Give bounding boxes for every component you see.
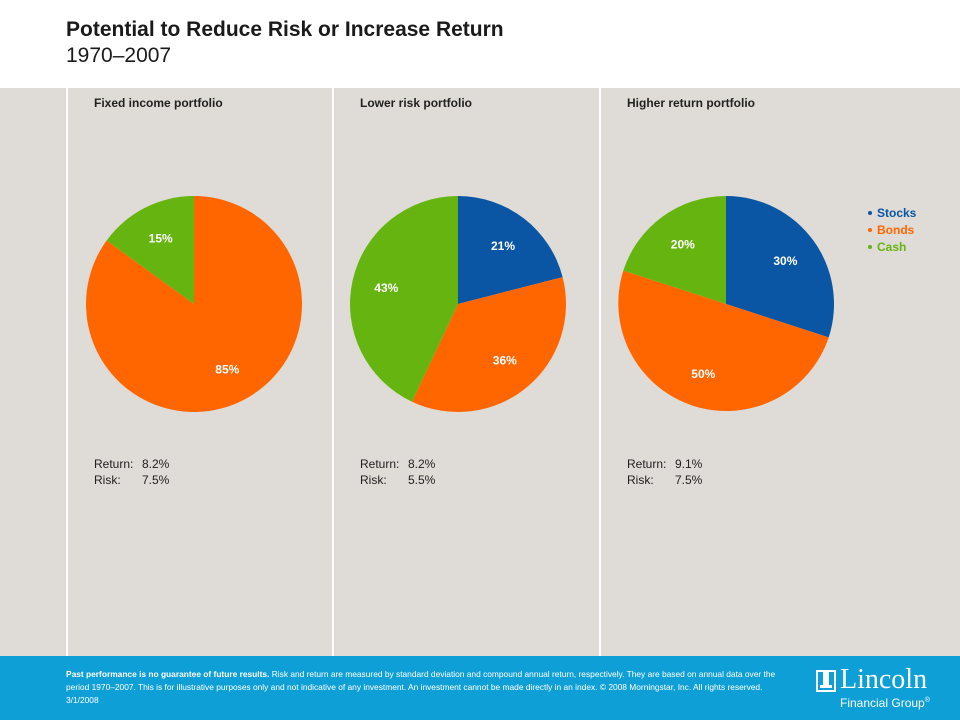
legend-dot-icon (868, 210, 872, 215)
risk-label: Risk: (627, 473, 654, 487)
risk-value: 5.5% (408, 473, 436, 487)
return-value: 9.1% (675, 457, 703, 471)
risk-value: 7.5% (675, 473, 703, 487)
pie-slice-label: 85% (215, 362, 239, 376)
return-label: Return: (360, 457, 400, 471)
legend-label: Bonds (877, 223, 915, 237)
legend-label: Cash (877, 240, 907, 254)
pie-slice-label: 50% (691, 367, 715, 381)
page-subtitle: 1970–2007 (66, 44, 172, 67)
return-value: 8.2% (408, 457, 436, 471)
pie-slice-label: 15% (149, 232, 173, 246)
logo-subtitle: Financial Group® (840, 696, 930, 710)
pie-chart-higher-return: 30% 50% 20% (618, 196, 834, 412)
logo-sub-text: Financial Group (840, 696, 925, 710)
pie-slice-label: 30% (773, 254, 797, 268)
legend: Stocks Bonds Cash (868, 206, 916, 257)
return-label: Return: (627, 457, 667, 471)
legend-item-cash: Cash (868, 240, 916, 257)
pie-slice-bonds (618, 270, 829, 412)
pie-slice-label: 20% (671, 238, 695, 252)
header: Potential to Reduce Risk or Increase Ret… (0, 0, 960, 88)
risk-value: 7.5% (142, 473, 170, 487)
pie-slice-cash (106, 196, 194, 304)
return-value: 8.2% (142, 457, 170, 471)
risk-label: Risk: (94, 473, 121, 487)
pie-slice-cash (623, 196, 726, 304)
panel-title-lower-risk: Lower risk portfolio (360, 96, 473, 110)
stats-fixed-income: Return: 8.2% Risk: 7.5% (94, 456, 169, 488)
legend-dot-icon (868, 244, 872, 249)
lincoln-logo-icon (816, 670, 836, 692)
footer: Past performance is no guarantee of futu… (0, 656, 960, 720)
column-divider (599, 88, 601, 656)
legend-dot-icon (868, 227, 872, 232)
pie-slice-cash (350, 196, 458, 402)
pie-slice-label: 43% (374, 281, 398, 295)
stats-lower-risk: Return: 8.2% Risk: 5.5% (360, 456, 435, 488)
pie-slice-label: 21% (491, 239, 515, 253)
pie-slice-label: 36% (493, 354, 517, 368)
logo-name: Lincoln (840, 664, 928, 695)
page-title: Potential to Reduce Risk or Increase Ret… (66, 18, 504, 41)
pie-slice-bonds (412, 277, 567, 412)
legend-item-bonds: Bonds (868, 223, 916, 240)
legend-item-stocks: Stocks (868, 206, 916, 223)
legend-label: Stocks (877, 206, 917, 220)
column-divider (66, 88, 68, 656)
registered-mark: ® (924, 697, 930, 704)
return-label: Return: (94, 457, 134, 471)
disclaimer: Past performance is no guarantee of futu… (66, 668, 786, 707)
pie-chart-fixed-income: 85% 15% (86, 196, 303, 412)
column-divider (332, 88, 334, 656)
stats-higher-return: Return: 9.1% Risk: 7.5% (627, 456, 702, 488)
panel-title-higher-return: Higher return portfolio (627, 96, 755, 110)
pie-slice-bonds (86, 196, 303, 412)
company-logo: Lincoln Financial Group® (814, 664, 944, 714)
risk-label: Risk: (360, 473, 387, 487)
pie-chart-lower-risk: 21% 36% 43% (350, 196, 567, 412)
pie-slice-stocks (726, 196, 834, 338)
disclaimer-text: Risk and return are measured by standard… (66, 669, 776, 705)
disclaimer-bold: Past performance is no guarantee of futu… (66, 669, 270, 679)
pie-slice-stocks (458, 196, 563, 304)
panel-title-fixed-income: Fixed income portfolio (94, 96, 223, 110)
